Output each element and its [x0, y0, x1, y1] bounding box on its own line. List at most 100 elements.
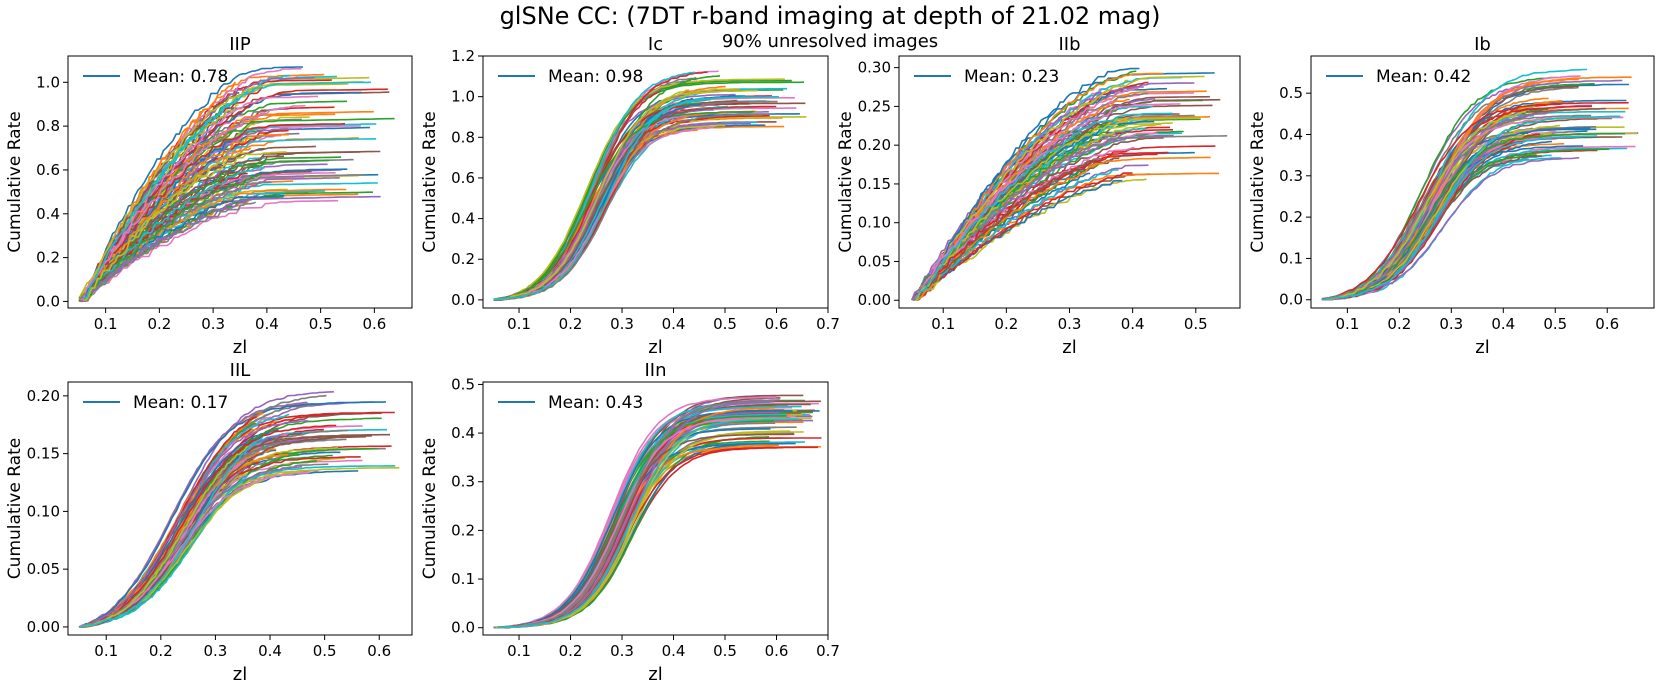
y-axis-label: Cumulative Rate	[420, 438, 440, 579]
x-tick-label: 0.6	[1595, 315, 1619, 333]
axes-frame	[67, 381, 413, 636]
x-tick-label: 0.1	[94, 315, 118, 333]
series-line	[912, 103, 1181, 301]
legend-label: Mean: 0.78	[133, 67, 228, 87]
y-tick-label: 0.05	[858, 252, 891, 270]
series-line	[83, 199, 339, 303]
y-tick-label: 0.10	[858, 214, 891, 232]
x-tick-label: 0.4	[255, 315, 279, 333]
series-line	[497, 113, 769, 301]
series-group	[493, 394, 822, 629]
y-axis-label: Cumulative Rate	[836, 111, 856, 252]
y-tick-label: 1.0	[36, 73, 60, 91]
y-tick-label: 0.1	[1279, 249, 1303, 267]
y-tick-label: 0.6	[36, 161, 60, 179]
y-tick-label: 0.20	[858, 136, 891, 154]
series-line	[494, 396, 777, 629]
y-tick-label: 0.20	[27, 387, 60, 405]
y-tick-label: 0.5	[1279, 84, 1303, 102]
y-tick-label: 0.0	[451, 619, 475, 637]
series-line	[1322, 114, 1592, 301]
series-line	[1322, 112, 1548, 301]
series-line	[79, 201, 256, 300]
x-tick-label: 0.3	[1439, 315, 1463, 333]
series-line	[80, 104, 306, 301]
legend-label: Mean: 0.98	[548, 67, 643, 87]
series-line	[916, 172, 1219, 301]
x-axis-label: zl	[1475, 337, 1489, 358]
series-line	[494, 101, 750, 301]
x-axis-label: zl	[1062, 337, 1076, 358]
series-line	[915, 172, 1133, 301]
y-axis-label: Cumulative Rate	[5, 438, 25, 579]
series-line	[493, 97, 705, 300]
figure-subtitle: 90% unresolved images	[721, 31, 939, 52]
series-line	[1322, 115, 1621, 301]
series-line	[84, 412, 264, 628]
legend: Mean: 0.23	[914, 67, 1059, 87]
figure-title: glSNe CC: (7DT r-band imaging at depth o…	[499, 2, 1161, 30]
x-tick-label: 0.6	[765, 642, 789, 660]
series-line	[80, 167, 265, 302]
series-line	[493, 78, 785, 301]
x-tick-label: 0.7	[816, 315, 840, 333]
x-axis-label: zl	[648, 337, 662, 358]
series-line	[79, 424, 337, 628]
x-tick-label: 0.4	[662, 315, 686, 333]
series-line	[912, 135, 1228, 301]
series-group	[493, 70, 807, 301]
y-tick-label: 0.8	[36, 117, 60, 135]
x-tick-label: 0.2	[1387, 315, 1411, 333]
y-tick-label: 1.2	[451, 47, 475, 65]
series-line	[83, 151, 287, 301]
x-axis-label: zl	[648, 664, 662, 685]
series-line	[1322, 101, 1629, 300]
series-line	[80, 66, 303, 302]
subplot-IIL: 0.1 0.2 0.3 0.4 0.5 0.6 0.00 0.05 0.10 0.15 0.20 II…	[5, 360, 413, 685]
x-tick-label: 0.1	[507, 315, 531, 333]
series-line	[79, 436, 264, 628]
series-line	[913, 75, 1205, 301]
subplot-IIb: 0.1 0.2 0.3 0.4 0.5 0.00 0.05 0.10 0.15 0.20 0.25 0…	[836, 34, 1241, 358]
y-tick-label: 0.05	[27, 560, 60, 578]
series-line	[911, 153, 1158, 301]
series-line	[81, 195, 381, 303]
series-line	[79, 429, 343, 628]
x-tick-label: 0.1	[931, 315, 955, 333]
x-tick-label: 0.1	[507, 642, 531, 660]
x-tick-label: 0.5	[713, 642, 737, 660]
series-line	[83, 95, 319, 300]
x-axis-label: zl	[233, 337, 247, 358]
y-tick-label: 0.10	[27, 502, 60, 520]
legend-label: Mean: 0.42	[1376, 67, 1471, 87]
x-tick-label: 0.5	[1543, 315, 1567, 333]
series-line	[495, 106, 753, 301]
x-tick-label: 0.2	[149, 642, 173, 660]
y-tick-label: 0.4	[36, 205, 60, 223]
series-line	[496, 418, 799, 629]
series-line	[1326, 111, 1526, 300]
y-tick-label: 0.2	[451, 250, 475, 268]
legend: Mean: 0.98	[498, 67, 643, 87]
x-tick-label: 0.3	[201, 315, 225, 333]
x-tick-label: 0.3	[610, 642, 634, 660]
legend: Mean: 0.78	[83, 67, 228, 87]
x-tick-label: 0.2	[559, 315, 583, 333]
subplot-title: Ib	[1474, 34, 1491, 55]
x-tick-label: 0.2	[147, 315, 171, 333]
series-line	[83, 174, 365, 303]
series-group	[910, 67, 1228, 301]
x-tick-label: 0.4	[258, 642, 282, 660]
series-line	[495, 102, 750, 300]
y-tick-label: 1.0	[451, 88, 475, 106]
subplot-title: IIP	[229, 34, 251, 55]
y-tick-label: 0.1	[451, 570, 475, 588]
y-tick-label: 0.2	[36, 249, 60, 267]
series-line	[493, 88, 740, 301]
y-tick-label: 0.2	[451, 521, 475, 539]
y-tick-label: 0.4	[451, 424, 475, 442]
y-tick-label: 0.0	[36, 292, 60, 310]
x-tick-label: 0.5	[309, 315, 333, 333]
series-line	[914, 169, 1119, 300]
